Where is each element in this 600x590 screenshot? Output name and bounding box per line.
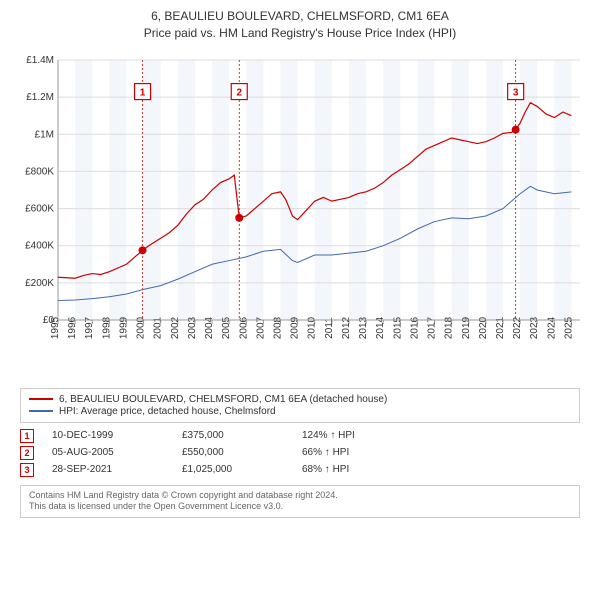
title-line-2: Price paid vs. HM Land Registry's House … bbox=[10, 25, 590, 42]
transaction-marker: 3 bbox=[20, 463, 34, 477]
legend-label: 6, BEAULIEU BOULEVARD, CHELMSFORD, CM1 6… bbox=[59, 394, 387, 405]
legend-swatch bbox=[29, 398, 53, 400]
legend-label: HPI: Average price, detached house, Chel… bbox=[59, 406, 276, 417]
svg-text:£200K: £200K bbox=[25, 277, 54, 288]
transaction-date: 05-AUG-2005 bbox=[52, 447, 182, 458]
transaction-pct: 68% ↑ HPI bbox=[302, 464, 422, 475]
svg-text:£600K: £600K bbox=[25, 203, 54, 214]
footnote-line-2: This data is licensed under the Open Gov… bbox=[29, 501, 571, 513]
legend-item: HPI: Average price, detached house, Chel… bbox=[29, 406, 571, 417]
title-line-1: 6, BEAULIEU BOULEVARD, CHELMSFORD, CM1 6… bbox=[10, 8, 590, 25]
svg-text:£1M: £1M bbox=[35, 129, 54, 140]
footnote: Contains HM Land Registry data © Crown c… bbox=[20, 485, 580, 518]
legend: 6, BEAULIEU BOULEVARD, CHELMSFORD, CM1 6… bbox=[20, 388, 580, 423]
transaction-price: £375,000 bbox=[182, 430, 302, 441]
transaction-marker: 2 bbox=[20, 446, 34, 460]
transaction-pct: 124% ↑ HPI bbox=[302, 430, 422, 441]
transaction-row: 2 05-AUG-2005£550,00066% ↑ HPI bbox=[20, 446, 580, 460]
svg-text:3: 3 bbox=[513, 87, 519, 98]
svg-text:1: 1 bbox=[140, 87, 146, 98]
legend-swatch bbox=[29, 410, 53, 412]
chart-area: £0£200K£400K£600K£800K£1M£1.2M£1.4M19951… bbox=[10, 50, 590, 380]
chart-svg: £0£200K£400K£600K£800K£1M£1.2M£1.4M19951… bbox=[10, 50, 590, 380]
transaction-row: 1 10-DEC-1999£375,000124% ↑ HPI bbox=[20, 429, 580, 443]
transaction-price: £1,025,000 bbox=[182, 464, 302, 475]
transaction-row: 3 28-SEP-2021£1,025,00068% ↑ HPI bbox=[20, 463, 580, 477]
svg-text:£1.2M: £1.2M bbox=[26, 92, 54, 103]
transaction-pct: 66% ↑ HPI bbox=[302, 447, 422, 458]
legend-item: 6, BEAULIEU BOULEVARD, CHELMSFORD, CM1 6… bbox=[29, 394, 571, 405]
transactions-table: 1 10-DEC-1999£375,000124% ↑ HPI 2 05-AUG-20… bbox=[20, 429, 580, 477]
chart-container: 6, BEAULIEU BOULEVARD, CHELMSFORD, CM1 6… bbox=[0, 0, 600, 526]
svg-text:£1.4M: £1.4M bbox=[26, 55, 54, 66]
footnote-line-1: Contains HM Land Registry data © Crown c… bbox=[29, 490, 571, 502]
transaction-date: 10-DEC-1999 bbox=[52, 430, 182, 441]
title-block: 6, BEAULIEU BOULEVARD, CHELMSFORD, CM1 6… bbox=[10, 8, 590, 42]
transaction-date: 28-SEP-2021 bbox=[52, 464, 182, 475]
svg-text:£800K: £800K bbox=[25, 166, 54, 177]
transaction-marker: 1 bbox=[20, 429, 34, 443]
svg-text:£400K: £400K bbox=[25, 240, 54, 251]
svg-text:2: 2 bbox=[236, 87, 242, 98]
transaction-price: £550,000 bbox=[182, 447, 302, 458]
